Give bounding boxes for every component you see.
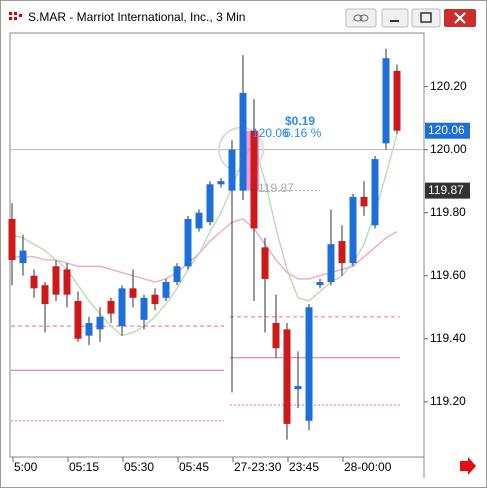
candle-body [261,247,269,279]
candle-body [294,386,302,390]
y-tick-label: 119.80 [430,205,466,219]
candle-body [19,250,27,264]
y-tick-label: 119.60 [430,268,466,282]
candle-body [316,282,324,286]
candle-body [338,241,346,264]
last-price-label: 120.06 [428,123,465,137]
candle-body [96,316,104,330]
measure-low-price: 119.87 [258,181,294,195]
marker-price-badge [425,182,470,199]
candle-body [195,212,203,229]
plot: 120.20 120.00 119.80 119.60 119.40 119.20 5:00… [8,48,470,474]
marker-price-label: 119.87 [428,183,464,197]
candle-body [382,58,390,144]
x-tick-label: 23:45 [289,460,319,474]
app-icon [9,12,22,20]
close-button[interactable] [444,9,476,27]
x-tick-label: 5:00 [14,460,38,474]
candle-body [151,294,159,305]
x-tick-label: 05:30 [124,460,154,474]
x-tick-label: 05:15 [69,460,99,474]
y-tick-label: 120.00 [430,142,467,156]
candle-body [162,282,170,298]
measure-change: $0.19 [285,114,315,128]
candle-body [250,130,258,229]
x-tick-label: 05:45 [179,460,209,474]
measure-percent: 6.16 % [284,126,322,140]
candle-body [217,181,225,185]
candle-body [349,196,357,264]
candle-body [206,184,214,223]
last-price-badge [425,122,470,139]
candle-body [371,159,379,226]
candle-body [74,300,82,339]
y-tick-label: 119.20 [430,394,466,408]
candle-body [393,70,401,131]
candle-body [228,149,236,191]
candle-body [41,285,49,305]
x-tick-label: 27-23:30 [234,460,282,474]
candle-body [118,288,126,327]
link-button[interactable] [345,8,377,28]
candle-body [85,323,93,336]
candle-body [30,275,38,289]
candle-body [272,323,280,349]
measure-high-price: 120.06 [252,126,289,140]
candle-body [327,244,335,283]
candle-body [184,218,192,267]
candle-body [239,92,247,191]
candle-body [63,269,71,295]
scroll-right-arrow[interactable] [460,457,476,475]
candle-body [360,196,368,207]
y-tick-label: 119.40 [430,331,466,345]
minimize-button[interactable] [381,8,409,28]
candle-body [8,218,16,260]
maximize-button[interactable] [411,8,441,28]
x-tick-label: 28-00:00 [344,460,392,474]
candle-body [283,329,291,424]
candle-body [140,297,148,320]
candle-body [305,307,313,421]
window-title: S.MAR - Marriot International, Inc., 3 M… [28,10,245,24]
candle-body [129,288,137,298]
candle-body [173,266,181,283]
plot-area [9,32,425,458]
candle-body [107,300,115,314]
y-tick-label: 120.20 [430,79,467,93]
candle-body [52,266,60,295]
